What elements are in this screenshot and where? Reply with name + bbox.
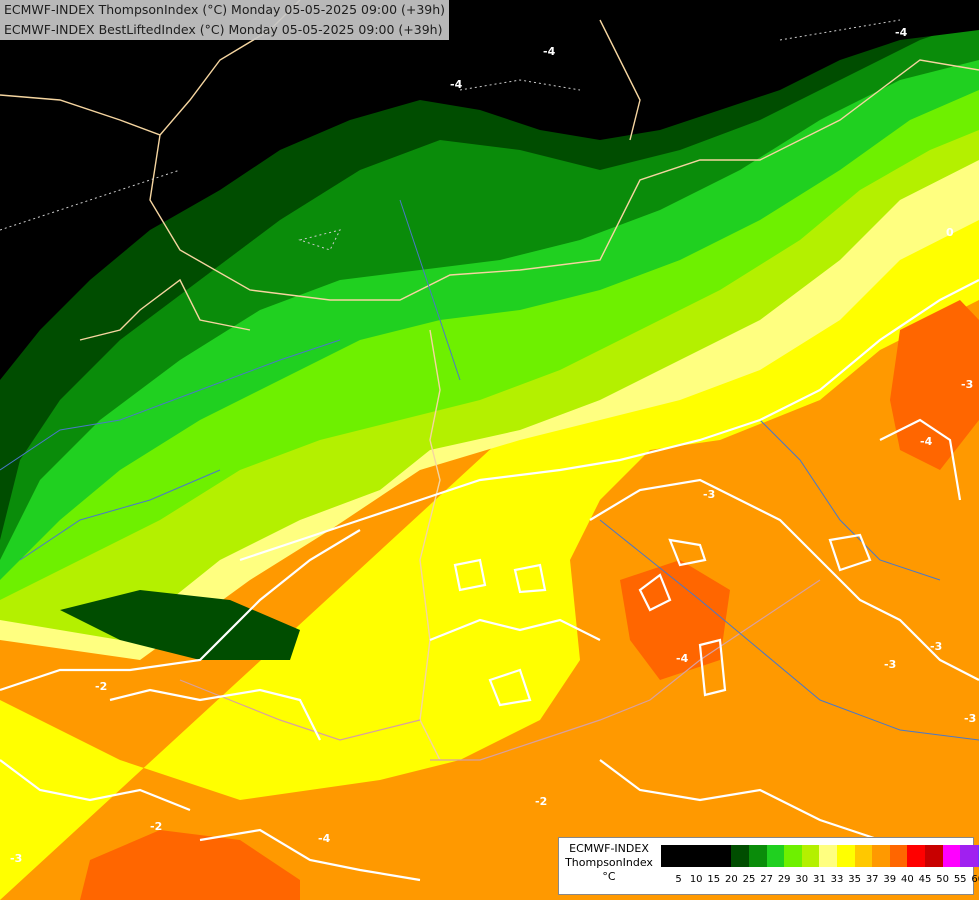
- rivers: [0, 199, 979, 741]
- contour-label: -3: [10, 852, 22, 865]
- contour-label: 0: [946, 226, 954, 239]
- red-region-northeast: [890, 300, 979, 470]
- color-legend: ECMWF-INDEX ThompsonIndex °C 5 10 15 20 25 27…: [558, 837, 979, 895]
- legend-swatch: [661, 845, 679, 867]
- legend-model: ECMWF-INDEX: [569, 842, 649, 855]
- contour-label-group: -4 -4 -3 -3 -4 -3 -2 -3 -4 -3 -2 -4 -3 0…: [10, 26, 976, 865]
- red-region-southwest: [80, 830, 300, 900]
- legend-tick-label: 35: [848, 874, 861, 885]
- contour-label: -3: [930, 640, 942, 653]
- legend-swatch: [678, 845, 697, 867]
- legend-tick-label: 50: [936, 874, 949, 885]
- lifted-index-contours: [0, 279, 979, 882]
- contour-label: -3: [964, 712, 976, 725]
- contour-label: -3: [961, 378, 973, 391]
- contour-label: -2: [95, 680, 107, 693]
- contour-label: -4: [543, 45, 556, 58]
- legend-ticks: 5 10 15 20 25 27 29 30 31 33 35 37 39 40 45 50 55 60: [661, 874, 979, 888]
- legend-unit: °C: [602, 870, 616, 883]
- legend-tick-label: 5: [675, 874, 682, 885]
- legend-tick-label: 39: [883, 874, 897, 885]
- thompson-field-black: [0, 0, 979, 380]
- legend-tick-label: 37: [865, 874, 879, 885]
- contour-label: -3: [884, 658, 896, 671]
- contour-label: -3: [703, 488, 715, 501]
- legend-tick-label: 40: [901, 874, 914, 885]
- legend-tick-label: 25: [742, 874, 756, 885]
- legend-tick-label: 10: [689, 874, 703, 885]
- legend-tick-label: 31: [813, 874, 826, 885]
- legend-tick-label: 30: [795, 874, 809, 885]
- title-thompson-index: ECMWF-INDEX ThompsonIndex (°C) Monday 05…: [4, 2, 446, 17]
- contour-label: -4: [450, 78, 463, 91]
- dotted-contours: [0, 19, 901, 251]
- legend-swatch: [713, 845, 732, 867]
- legend-swatch: [836, 845, 855, 867]
- legend-swatch: [819, 845, 837, 867]
- legend-swatch: [748, 845, 767, 867]
- legend-tick-label: 27: [760, 874, 773, 885]
- legend-swatch: [766, 845, 785, 867]
- border-lines-pink: [179, 579, 821, 761]
- legend-swatch: [784, 845, 802, 867]
- contour-label: -2: [150, 820, 162, 833]
- contour-label: -4: [895, 26, 908, 39]
- legend-tick-label: 20: [725, 874, 738, 885]
- legend-parameter: ThompsonIndex: [565, 856, 653, 869]
- legend-tick-label: 33: [830, 874, 844, 885]
- legend-swatch: [872, 845, 890, 867]
- legend-swatch: [907, 845, 925, 867]
- legend-swatch: [854, 845, 873, 867]
- legend-tick-label: 60: [971, 874, 979, 885]
- legend-swatch: [889, 845, 908, 867]
- legend-swatch: [924, 845, 943, 867]
- legend-swatch: [960, 845, 978, 867]
- legend-tick-label: 29: [777, 874, 791, 885]
- title-best-lifted-index: ECMWF-INDEX BestLiftedIndex (°C) Monday …: [4, 22, 443, 37]
- dark-green-band-lower: [60, 590, 300, 660]
- legend-swatch: [801, 845, 820, 867]
- legend-tick-label: 45: [918, 874, 932, 885]
- map-title: ECMWF-INDEX ThompsonIndex (°C) Monday 05…: [0, 0, 450, 40]
- contour-label: -4: [920, 435, 933, 448]
- legend-swatch: [942, 845, 961, 867]
- legend-tick-label: 55: [953, 874, 967, 885]
- contour-label: -4: [676, 652, 689, 665]
- legend-color-bar: [661, 845, 979, 867]
- legend-label: ECMWF-INDEX ThompsonIndex °C: [559, 842, 659, 884]
- legend-swatch: [696, 845, 714, 867]
- contour-label: -4: [318, 832, 331, 845]
- contour-label: -2: [535, 795, 547, 808]
- legend-swatch: [977, 845, 979, 867]
- red-region-east: [620, 560, 730, 680]
- legend-swatch: [731, 845, 749, 867]
- legend-tick-label: 15: [707, 874, 721, 885]
